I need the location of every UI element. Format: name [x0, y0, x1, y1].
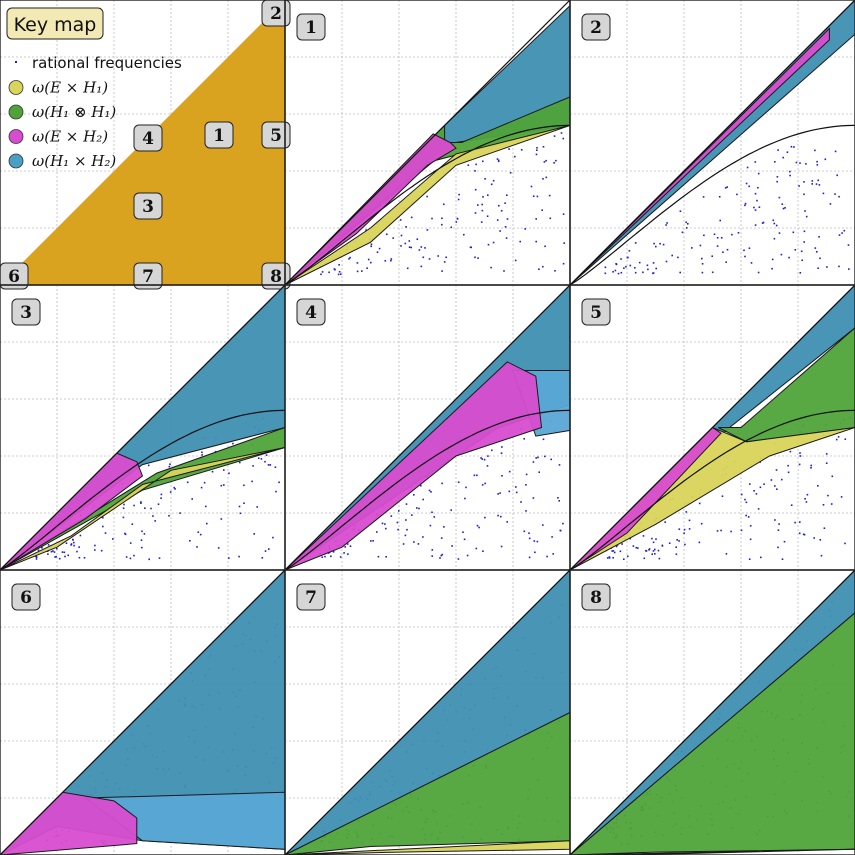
magenta-region [284, 133, 457, 286]
svg-text:5: 5 [270, 126, 282, 146]
yellow-region [569, 848, 855, 855]
svg-text:3: 3 [20, 303, 32, 323]
svg-text:1: 1 [305, 18, 317, 38]
panel-5-badge: 5 [581, 298, 611, 326]
magenta-region [0, 452, 144, 571]
panel-3-diagonal [0, 284, 286, 571]
svg-text:1: 1 [213, 126, 225, 146]
panel-4-badge: 4 [296, 298, 326, 326]
panel-6-badge: 6 [11, 583, 41, 611]
keymap-marker-3: 3 [133, 192, 163, 220]
svg-text:6: 6 [20, 588, 32, 608]
panel-7-diagonal [284, 569, 571, 855]
legend: rational frequencies ω(E × H₁) ω(H₁ ⊗ H₁) ω… [8, 54, 182, 170]
panel-8 [569, 569, 855, 855]
legend-dot-icon [15, 61, 17, 63]
panel-1-diagonal [284, 0, 571, 286]
panel-3-lower-curve [0, 409, 286, 571]
panel-5-lower-curve [569, 409, 855, 571]
legend-cyan-swatch [8, 153, 24, 169]
panel-1-lower-curve [284, 124, 571, 286]
yellow-region [569, 426, 855, 571]
keymap-marker-5: 5 [261, 121, 291, 149]
keymap-marker-2: 2 [261, 0, 291, 27]
svg-text:7: 7 [142, 267, 154, 287]
panel-2-rational-dots [604, 145, 850, 275]
panel-5-diagonal [569, 284, 855, 571]
panel-7-badge: 7 [296, 583, 326, 611]
svg-text:7: 7 [305, 588, 317, 608]
keymap-marker-6: 6 [0, 262, 29, 290]
yellow-region [0, 447, 286, 571]
svg-text:Key map: Key map [14, 14, 97, 36]
svg-text:8: 8 [590, 588, 602, 608]
svg-text:2: 2 [590, 18, 602, 38]
svg-text:8: 8 [270, 267, 282, 287]
panel-2-badge: 2 [581, 13, 611, 41]
panel-4-diagonal [284, 284, 571, 571]
keymap-title: Key map [6, 7, 104, 40]
keymap-marker-8: 8 [261, 262, 291, 290]
legend-yellow-label: ω(E × H₁) [32, 79, 108, 97]
panel-1-badge: 1 [296, 13, 326, 41]
svg-text:4: 4 [305, 303, 317, 323]
panel-8-diagonal [569, 569, 855, 855]
magenta-region [284, 361, 543, 571]
legend-green-label: ω(H₁ ⊗ H₁) [32, 103, 116, 121]
svg-text:5: 5 [590, 303, 602, 323]
panel-2-diagonal [569, 0, 855, 286]
svg-text:4: 4 [142, 129, 154, 149]
legend-rational-label: rational frequencies [32, 54, 182, 72]
green-region [569, 612, 855, 855]
keymap-marker-1: 1 [204, 121, 234, 149]
svg-text:6: 6 [8, 267, 20, 287]
magenta-region [569, 27, 830, 286]
svg-text:3: 3 [142, 197, 154, 217]
legend-green-swatch [8, 104, 24, 120]
panel-2-lower-curve [569, 124, 855, 286]
panel-4-lower-curve [284, 409, 571, 571]
legend-magenta-label: ω(E × H₂) [32, 128, 108, 146]
keymap-marker-4: 4 [133, 124, 163, 152]
svg-text:2: 2 [270, 4, 282, 24]
legend-magenta-swatch [8, 129, 24, 144]
panel-3-badge: 3 [11, 298, 41, 326]
legend-cyan-label: ω(H₁ × H₂) [32, 152, 116, 170]
panel-6-diagonal [0, 569, 286, 855]
legend-yellow-swatch [8, 80, 24, 95]
keymap-marker-7: 7 [133, 262, 163, 290]
green-region [717, 327, 855, 443]
panel-8-badge: 8 [581, 583, 611, 611]
